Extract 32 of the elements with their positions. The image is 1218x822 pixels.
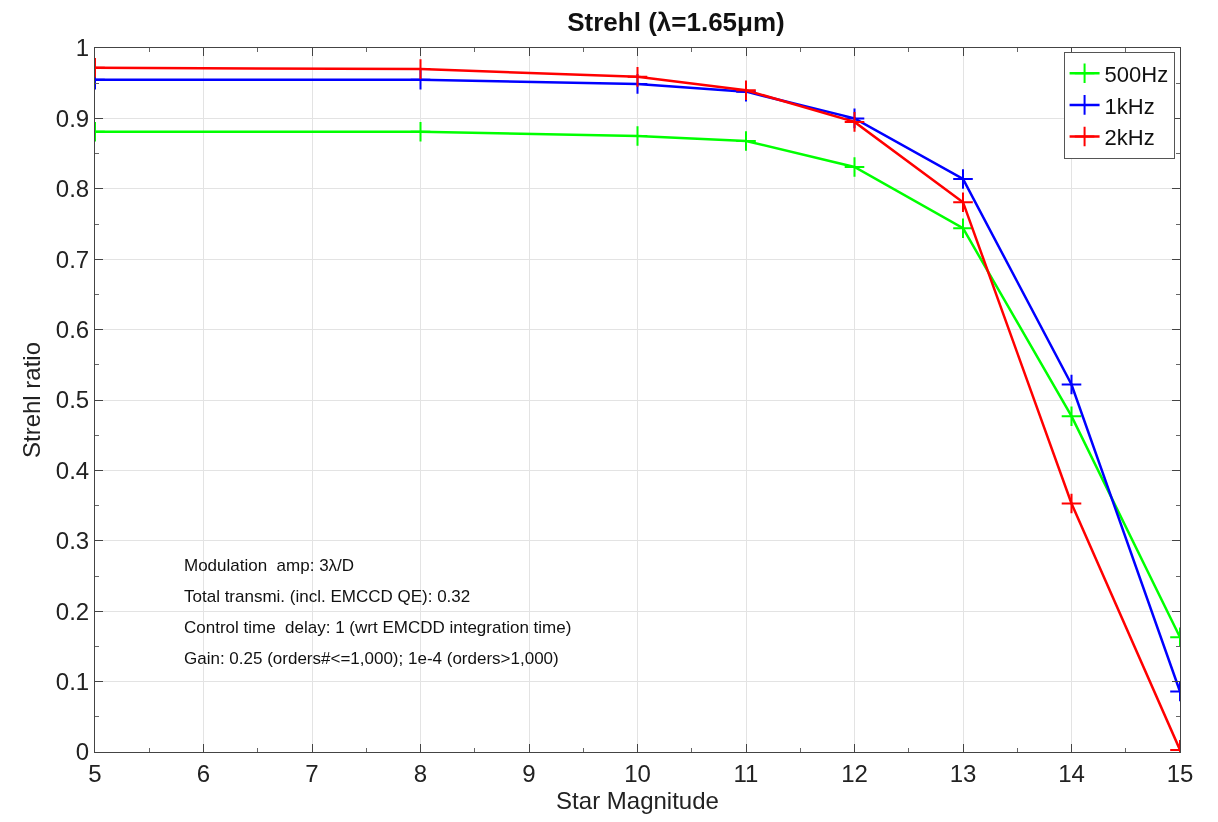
annotation: Modulation amp: 3λ/D <box>184 556 355 575</box>
x-tick-label: 12 <box>841 759 868 787</box>
y-tick-label: 0.6 <box>55 316 90 343</box>
x-tick-label: 6 <box>196 759 211 787</box>
legend-label: 1kHz <box>1104 93 1155 119</box>
x-tick-label: 15 <box>1166 759 1194 787</box>
annotation: Total transmi. (incl. EMCCD QE): 0.32 <box>184 587 471 606</box>
x-tick-label: 14 <box>1058 759 1085 787</box>
y-tick-label: 0 <box>75 738 90 766</box>
y-axis-title: Strehl ratio <box>17 341 45 459</box>
chart-title: Strehl (λ=1.65μm) <box>567 6 785 37</box>
y-tick-label: 0.8 <box>55 175 90 203</box>
y-tick-label: 0.2 <box>55 597 90 625</box>
legend-label: 500Hz <box>1104 61 1169 87</box>
y-tick-label: 0.5 <box>55 386 90 414</box>
y-tick-label: 0.7 <box>55 245 90 273</box>
x-tick-label: 8 <box>413 759 428 787</box>
y-tick-label: 0.3 <box>55 527 90 555</box>
x-tick-label: 7 <box>305 759 319 787</box>
y-tick-label: 0.4 <box>55 456 90 484</box>
x-axis-title: Star Magnitude <box>556 786 719 814</box>
y-tick-label: 0.9 <box>55 104 90 132</box>
x-tick-label: 5 <box>88 759 102 787</box>
x-tick-label: 13 <box>949 759 977 787</box>
x-tick-label: 9 <box>522 759 536 787</box>
legend-label: 2kHz <box>1104 125 1155 151</box>
x-tick-label: 11 <box>733 759 759 787</box>
annotation: Gain: 0.25 (orders#<=1,000); 1e-4 (orders>1,000) <box>184 649 559 668</box>
x-tick-label: 10 <box>624 759 651 787</box>
annotation: Control time delay: 1 (wrt EMCDD integration time) <box>184 618 572 637</box>
y-tick-label: 0.1 <box>55 668 90 695</box>
y-tick-label: 1 <box>75 34 90 62</box>
